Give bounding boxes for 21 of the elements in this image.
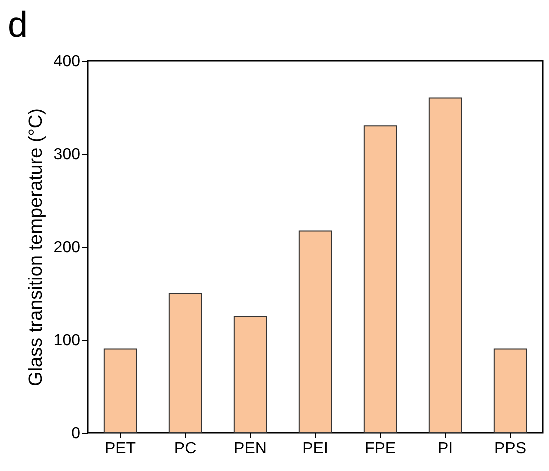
bar (298, 230, 332, 434)
x-tick-label: PC (174, 440, 197, 458)
bar (168, 293, 202, 434)
x-tick-label: PI (438, 440, 454, 458)
y-tick-label: 100 (54, 332, 81, 350)
bar (234, 316, 268, 434)
y-tick-label: 0 (72, 426, 81, 442)
bar (104, 348, 138, 434)
x-tick-label: PEI (302, 440, 328, 458)
x-tick-label: PPS (494, 440, 527, 458)
x-tick-label: FPE (364, 440, 396, 458)
bar (428, 98, 462, 434)
y-tick-label: 300 (54, 146, 81, 164)
bar (494, 348, 528, 434)
y-axis-title: Glass transition temperature (°C) (26, 108, 47, 386)
x-tick-label: PET (104, 440, 136, 458)
x-tick-label: PEN (234, 440, 267, 458)
chart-title: d (8, 4, 28, 45)
y-tick-label: 400 (54, 54, 81, 70)
y-tick-label: 200 (54, 240, 81, 256)
bar (364, 126, 398, 434)
